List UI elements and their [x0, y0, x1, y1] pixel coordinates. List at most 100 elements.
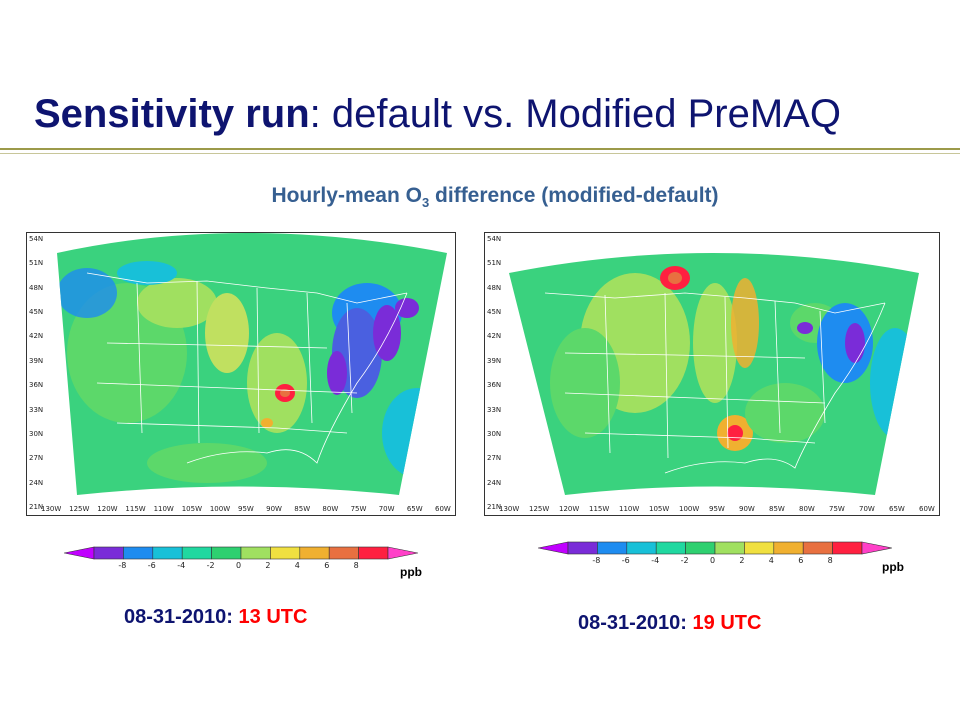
- lon-label: 80W: [322, 505, 339, 513]
- colorbar-segment: [626, 541, 657, 555]
- colorbar-segment: [181, 546, 212, 560]
- lon-label: 90W: [739, 505, 755, 513]
- figure-subtitle: Hourly-mean O3 difference (modified-defa…: [0, 184, 960, 210]
- lon-label: 90W: [266, 505, 282, 513]
- lat-label: 45N: [487, 308, 502, 317]
- subtitle-pre: Hourly-mean O: [271, 184, 422, 207]
- colorbar-tick-label: -4: [177, 561, 186, 570]
- colorbar-tick-label: -8: [118, 561, 127, 570]
- title-divider-thin: [0, 153, 960, 154]
- colorbar-tick-label: -6: [147, 561, 156, 570]
- colorbar-tick-label: -2: [206, 561, 215, 570]
- colorbar-segment: [123, 546, 154, 560]
- utc-right: 19 UTC: [692, 612, 762, 634]
- colorbar-segment: [655, 541, 686, 555]
- ozone-map-left: [57, 233, 447, 495]
- map-panel-left: 54N 51N 48N 45N 42N 39N 36N 33N 30N 27N 24N 21N 130W…: [26, 232, 456, 516]
- lon-label: 115W: [589, 505, 610, 513]
- lat-label: 45N: [29, 308, 44, 317]
- slide-title-bold: Sensitivity run: [34, 92, 310, 136]
- colorbar-segment: [567, 541, 598, 555]
- lon-label: 110W: [619, 505, 640, 513]
- lat-label: 51N: [29, 259, 44, 268]
- map-panel-right: 54N 51N 48N 45N 42N 39N 36N 33N 30N 27N 24N 21N 130W…: [484, 232, 940, 516]
- subtitle-post: difference (modified-default): [429, 184, 719, 207]
- colorbar-tick-label: 8: [827, 556, 833, 565]
- lon-label: 110W: [153, 505, 174, 513]
- lat-label: 24N: [487, 478, 502, 487]
- date-right: 08-31-2010:: [578, 612, 687, 634]
- lon-label: 65W: [889, 505, 905, 513]
- colorbar-tick-label: -6: [621, 556, 630, 565]
- colorbar-tick-label: 0: [236, 561, 242, 570]
- timestamp-left: 08-31-2010: 13 UTC: [124, 606, 307, 629]
- colorbar-segment: [240, 546, 271, 560]
- colorbar-tick-label: 8: [353, 561, 359, 570]
- lat-label: 24N: [29, 478, 44, 487]
- subtitle-subscript: 3: [421, 195, 430, 211]
- lon-label: 105W: [649, 505, 670, 513]
- lon-label: 85W: [294, 505, 311, 513]
- lon-label: 120W: [559, 505, 580, 513]
- lat-label: 27N: [487, 454, 502, 463]
- lat-label: 39N: [487, 356, 502, 365]
- colorbar-segment: [152, 546, 183, 560]
- lon-label: 125W: [69, 505, 90, 513]
- lat-label: 30N: [487, 429, 502, 438]
- title-divider: [0, 148, 960, 150]
- colorbar-tick-label: 2: [265, 561, 271, 570]
- lat-label: 51N: [487, 259, 502, 268]
- lon-label: 60W: [435, 505, 451, 513]
- lon-label: 60W: [919, 505, 935, 513]
- colorbar-tick-label: 2: [739, 556, 745, 565]
- lat-label: 33N: [29, 405, 44, 414]
- lon-label: 70W: [859, 505, 875, 513]
- colorbar-segment: [832, 541, 863, 555]
- colorbar-segment: [93, 546, 124, 560]
- colorbar-segment: [299, 546, 330, 560]
- lon-label: 75W: [829, 505, 845, 513]
- utc-left: 13 UTC: [238, 606, 308, 628]
- lat-label: 39N: [29, 356, 44, 365]
- lon-label: 70W: [378, 505, 395, 513]
- colorbar-unit-left: ppb: [400, 565, 422, 579]
- lon-label: 130W: [41, 505, 62, 513]
- colorbar-arrow-low: [538, 541, 569, 555]
- lon-label: 95W: [709, 505, 725, 513]
- colorbar-segment: [328, 546, 359, 560]
- lon-label: 85W: [769, 505, 785, 513]
- lat-label: 21N: [29, 503, 44, 511]
- colorbar-segment: [211, 546, 242, 560]
- lon-label: 100W: [679, 505, 700, 513]
- lat-label: 42N: [29, 332, 44, 341]
- lon-label: 125W: [529, 505, 550, 513]
- ozone-map-right: [509, 253, 919, 495]
- colorbar-segment: [744, 541, 775, 555]
- colorbar-segment: [685, 541, 716, 555]
- lon-label: 75W: [350, 505, 367, 513]
- lon-label: 120W: [97, 505, 118, 513]
- lat-label: 27N: [29, 454, 44, 463]
- lon-label: 65W: [406, 505, 423, 513]
- colorbar-tick-label: 6: [324, 561, 330, 570]
- colorbar-arrow-low: [64, 546, 95, 560]
- lat-label: 54N: [487, 235, 502, 243]
- lat-label: 36N: [29, 381, 44, 390]
- colorbar-unit-right: ppb: [882, 560, 904, 574]
- colorbar-tick-label: -8: [592, 556, 601, 565]
- lon-label: 115W: [125, 505, 146, 513]
- lon-label: 130W: [499, 505, 520, 513]
- colorbar-segment: [270, 546, 301, 560]
- colorbar-arrow-high: [861, 541, 892, 555]
- timestamp-right: 08-31-2010: 19 UTC: [578, 612, 761, 635]
- lat-label: 36N: [487, 381, 502, 390]
- colorbar-tick-label: -4: [651, 556, 660, 565]
- colorbar-tick-label: 4: [768, 556, 774, 565]
- lat-label: 42N: [487, 332, 502, 341]
- colorbar-tick-label: 6: [798, 556, 804, 565]
- date-left: 08-31-2010:: [124, 606, 233, 628]
- slide-title: Sensitivity run: default vs. Modified Pr…: [34, 92, 841, 137]
- colorbar-segment: [358, 546, 389, 560]
- lon-label: 80W: [799, 505, 815, 513]
- colorbar-left: [64, 546, 418, 560]
